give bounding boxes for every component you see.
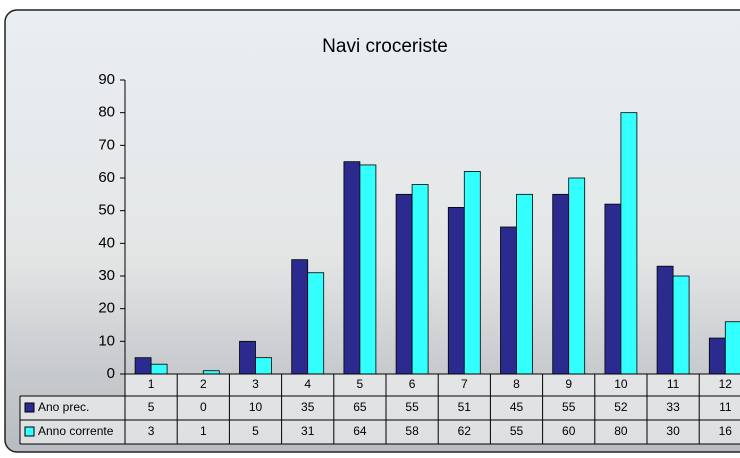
y-tick-label: 20 — [98, 300, 115, 317]
legend-swatch — [24, 426, 35, 437]
table-value: 10 — [249, 400, 263, 414]
y-tick-label: 30 — [98, 267, 115, 284]
table-value: 5 — [252, 424, 259, 438]
y-tick-label: 0 — [107, 365, 115, 382]
table-value: 55 — [510, 424, 524, 438]
x-tick-label: 6 — [409, 377, 416, 391]
bar — [656, 265, 674, 375]
x-tick-label: 10 — [614, 377, 628, 391]
legend-label: Ano prec. — [38, 400, 89, 414]
y-tick-label: 90 — [98, 71, 115, 88]
bar — [604, 203, 622, 375]
table-value: 33 — [666, 400, 680, 414]
table-value: 65 — [353, 400, 367, 414]
table-value: 1 — [200, 424, 207, 438]
y-tick-label: 10 — [98, 332, 115, 349]
table-value: 64 — [353, 424, 367, 438]
bar — [672, 275, 690, 375]
x-tick-label: 7 — [461, 377, 468, 391]
x-tick-label: 4 — [304, 377, 311, 391]
bar — [307, 272, 325, 375]
table-value: 52 — [614, 400, 628, 414]
bar — [255, 357, 272, 375]
legend-swatch — [24, 402, 35, 413]
bar — [134, 357, 152, 375]
table-value: 16 — [719, 424, 733, 438]
legend-label: Anno corrente — [38, 424, 114, 438]
x-tick-label: 11 — [667, 377, 680, 391]
table-value: 58 — [405, 424, 419, 438]
bar — [552, 193, 570, 375]
y-tick-label: 70 — [98, 136, 115, 153]
table-value: 31 — [301, 424, 315, 438]
x-tick-label: 1 — [148, 377, 155, 391]
bar — [620, 112, 638, 375]
bar — [463, 171, 481, 375]
x-tick-label: 8 — [513, 377, 520, 391]
x-tick-label: 5 — [357, 377, 364, 391]
bar — [359, 164, 377, 375]
y-tick-label: 80 — [98, 104, 115, 121]
x-tick-label: 12 — [719, 377, 733, 391]
bar — [568, 177, 586, 375]
chart-title: Navi croceriste — [322, 36, 448, 57]
table-value: 55 — [562, 400, 576, 414]
bar — [500, 226, 517, 375]
table-value: 80 — [614, 424, 628, 438]
bar — [291, 259, 309, 375]
table-value: 55 — [405, 400, 419, 414]
table-value: 51 — [458, 400, 472, 414]
data-table-bg — [125, 374, 740, 396]
table-value: 60 — [562, 424, 576, 438]
table-value: 45 — [510, 400, 524, 414]
bar — [724, 321, 740, 375]
bar — [395, 193, 413, 375]
table-value: 35 — [301, 400, 315, 414]
y-tick-label: 40 — [98, 234, 115, 251]
bar — [343, 161, 361, 375]
bar — [447, 206, 465, 375]
bar — [150, 363, 168, 375]
bar — [708, 337, 726, 375]
table-value: 62 — [458, 424, 472, 438]
table-value: 0 — [200, 400, 207, 414]
x-tick-label: 2 — [200, 377, 207, 391]
y-tick-label: 60 — [98, 169, 115, 186]
table-value: 11 — [719, 400, 732, 414]
bar — [411, 184, 429, 375]
x-tick-label: 3 — [252, 377, 259, 391]
bar — [239, 340, 256, 375]
table-value: 5 — [148, 400, 155, 414]
bar — [516, 193, 533, 375]
x-tick-label: 9 — [565, 377, 572, 391]
table-value: 3 — [148, 424, 155, 438]
table-value: 30 — [666, 424, 680, 438]
y-tick-label: 50 — [98, 202, 115, 219]
